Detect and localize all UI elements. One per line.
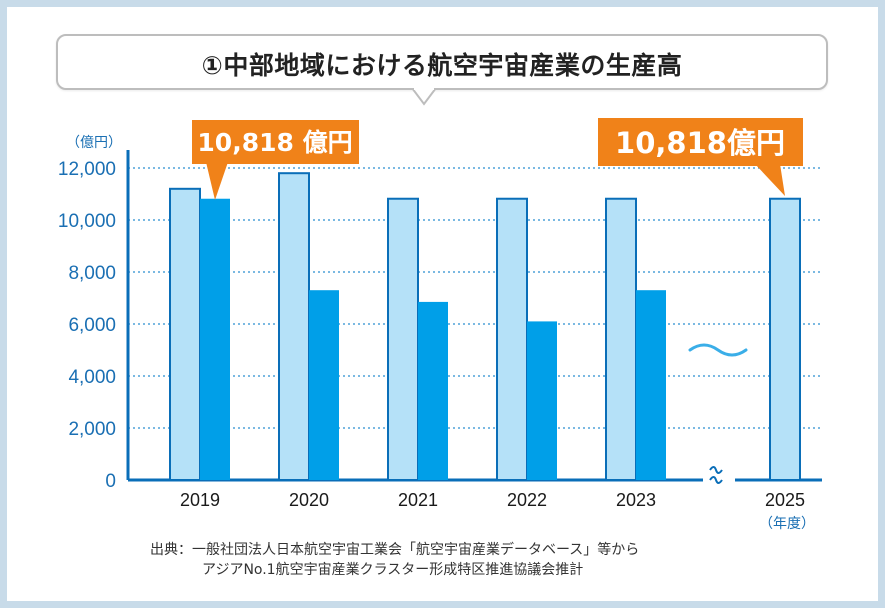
annotation-box <box>192 120 359 164</box>
annotation-pointer <box>755 164 785 196</box>
axis-break-mark <box>709 466 723 484</box>
x-axis-unit-label: （年度） <box>759 516 815 532</box>
bar <box>169 187 201 482</box>
y-axis-unit-label: （億円） <box>66 135 122 151</box>
x-tick-label: 2022 <box>507 490 547 510</box>
x-tick-label: 2021 <box>398 490 438 510</box>
bar <box>387 197 419 481</box>
y-tick-label: 12,000 <box>58 159 116 180</box>
bar <box>769 197 801 481</box>
y-tick-label: 6,000 <box>68 315 116 336</box>
title-callout-tail <box>410 88 438 106</box>
data-break-wave <box>688 343 748 357</box>
bar <box>605 197 637 481</box>
y-tick-label: 10,000 <box>58 211 116 232</box>
chart-title: ①中部地域における航空宇宙産業の生産高 <box>201 51 683 80</box>
bar <box>527 321 557 480</box>
bar <box>200 198 230 480</box>
annotation-label: 10,818億円 <box>615 126 785 160</box>
x-tick-label: 2020 <box>289 490 329 510</box>
bar-chart: 0 2,000 4,000 6,000 8,000 10,000 12,000 （億円） 201… <box>58 118 822 532</box>
y-tick-label: 4,000 <box>68 367 116 388</box>
x-tick-label: 2019 <box>180 490 220 510</box>
bar <box>636 290 666 480</box>
title-box: ①中部地域における航空宇宙産業の生産高 <box>56 34 828 90</box>
y-tick-label: 8,000 <box>68 263 116 284</box>
y-tick-label: 2,000 <box>68 419 116 440</box>
source-line-1: 出典：一般社団法人日本航空宇宙工業会「航空宇宙産業データベース」等から <box>150 542 640 558</box>
source-line-2: アジアNo.1航空宇宙産業クラスター形成特区推進協議会推計 <box>202 562 584 578</box>
bar <box>496 197 528 481</box>
x-tick-label: 2025 <box>765 490 805 510</box>
bar <box>418 301 448 480</box>
annotation-box <box>598 118 803 166</box>
annotation-label: 10,818 億円 <box>197 128 352 157</box>
y-tick-label: 0 <box>105 471 116 492</box>
source-note: 出典：一般社団法人日本航空宇宙工業会「航空宇宙産業データベース」等から アジアN… <box>150 540 639 580</box>
annotation-pointer <box>206 162 228 200</box>
bar <box>278 172 310 481</box>
x-tick-label: 2023 <box>616 490 656 510</box>
bar <box>309 290 339 480</box>
